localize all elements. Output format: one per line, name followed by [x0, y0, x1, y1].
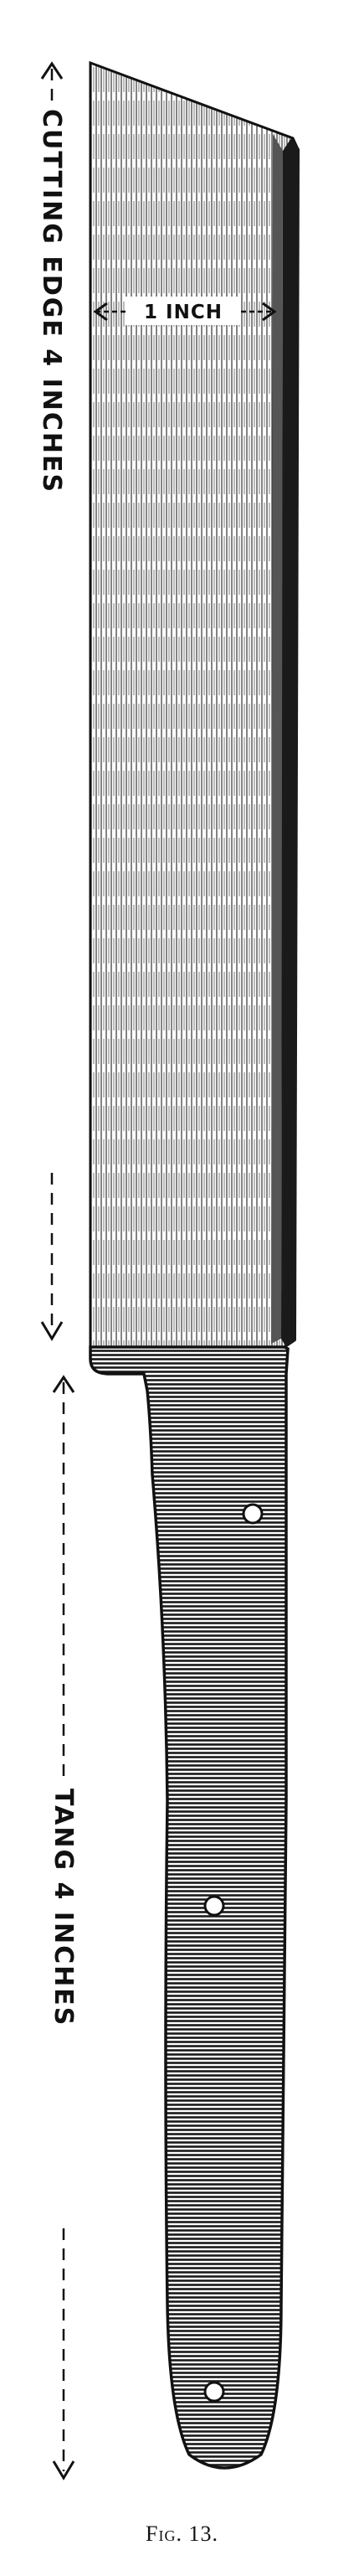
tang-dimension: TANG 4 INCHES [49, 1375, 78, 2480]
blade [89, 60, 300, 1349]
blade-dimension-arrow-bottom [40, 1321, 64, 1341]
width-dimension-label: 1 INCH [144, 302, 223, 323]
blade-dimension: CUTTING EDGE 4 INCHES [37, 61, 66, 1341]
figure-caption: Fig. 13. [146, 2522, 218, 2546]
tang-dimension-arrow-bottom [52, 2460, 75, 2480]
tang [89, 1345, 290, 2470]
rivet-1 [242, 1503, 264, 1525]
tang-dimension-label: TANG 4 INCHES [49, 1789, 78, 2026]
blade-bevel [271, 134, 283, 1344]
width-dimension: 1 INCH [93, 297, 277, 325]
blade-body [89, 60, 300, 1349]
rivet-2 [203, 1895, 225, 1917]
width-dimension-label-bg [126, 297, 241, 325]
blade-dimension-arrow-top [40, 61, 64, 80]
width-dimension-arrow-right [262, 302, 277, 322]
blade-back-edge [281, 138, 300, 1347]
tang-dimension-arrow-top [52, 1375, 75, 1393]
blade-dimension-label: CUTTING EDGE 4 INCHES [37, 109, 66, 493]
rivet-3 [203, 2381, 225, 2403]
tang-body [89, 1345, 290, 2470]
